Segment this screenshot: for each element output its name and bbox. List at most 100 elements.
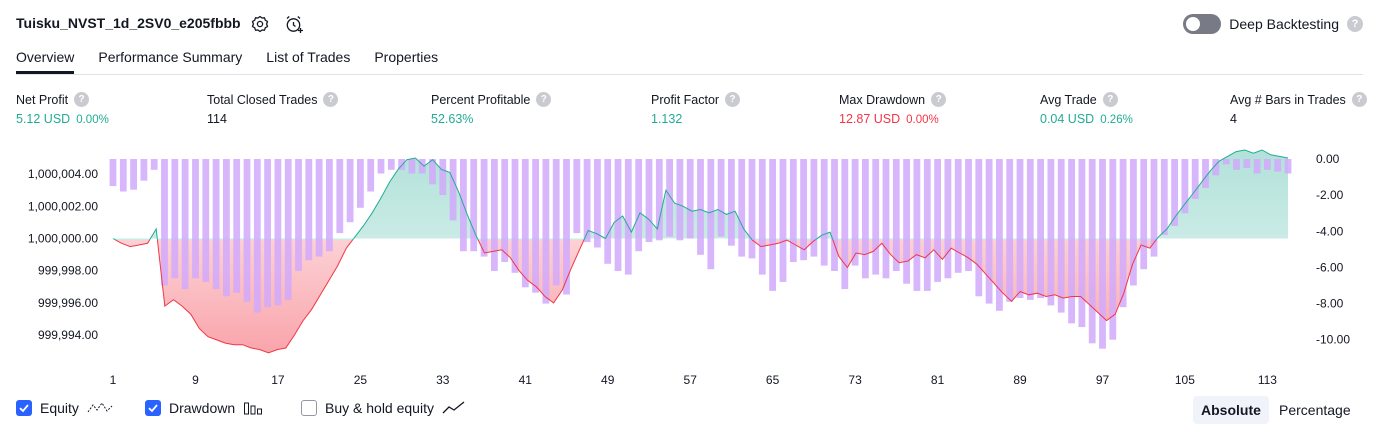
equity-line-loss <box>114 240 1157 354</box>
deep-backtesting-toggle[interactable] <box>1183 14 1222 34</box>
help-icon[interactable]: ? <box>1347 16 1363 32</box>
tab-list-of-trades[interactable]: List of Trades <box>266 49 351 65</box>
alarm-clock-icon[interactable] <box>283 13 305 35</box>
tab-overview[interactable]: Overview <box>16 48 75 74</box>
stat-label: Profit Factor <box>651 92 720 107</box>
drawdown-bar <box>1243 159 1251 168</box>
equity-toggle[interactable]: Equity <box>16 400 113 416</box>
buy-hold-toggle[interactable]: Buy & hold equity <box>301 400 466 416</box>
stat-label: Avg # Bars in Trades <box>1230 92 1346 107</box>
drawdown-bar <box>594 159 601 248</box>
stat-value: 114 <box>207 112 227 126</box>
gear-icon[interactable] <box>249 13 271 35</box>
tab-properties[interactable]: Properties <box>374 49 439 65</box>
drawdown-bar <box>295 159 302 271</box>
x-tick-label: 97 <box>1096 373 1110 387</box>
drawdown-bar <box>1109 159 1117 340</box>
stat-avg-trade: Avg Trade? 0.04 USD 0.26% <box>1040 92 1133 126</box>
drawdown-bar <box>1016 159 1024 299</box>
drawdown-bar <box>892 159 900 271</box>
drawdown-bar <box>862 159 869 279</box>
equity-checkbox[interactable] <box>16 400 32 416</box>
info-icon[interactable]: ? <box>1102 92 1118 107</box>
drawdown-bar <box>1037 159 1044 299</box>
x-tick-label: 89 <box>1013 373 1027 387</box>
drawdown-bar <box>1006 159 1014 302</box>
drawdown-bar <box>882 159 890 279</box>
buy-hold-label: Buy & hold equity <box>325 400 434 416</box>
drawdown-bar <box>1057 159 1065 313</box>
info-icon[interactable]: ? <box>536 92 552 107</box>
drawdown-bar <box>1253 159 1261 174</box>
x-tick-label: 113 <box>1258 373 1277 387</box>
x-tick-label: 25 <box>354 373 368 387</box>
drawdown-bar <box>872 159 880 275</box>
drawdown-bar <box>954 159 962 273</box>
drawdown-bar <box>264 159 271 308</box>
drawdown-toggle[interactable]: Drawdown <box>145 400 263 416</box>
drawdown-bar <box>192 159 199 279</box>
drawdown-bar <box>315 159 323 257</box>
x-tick-label: 1 <box>110 373 117 387</box>
drawdown-bar <box>666 159 673 237</box>
drawdown-bar <box>1284 159 1292 174</box>
stat-profit-factor: Profit Factor? 1.132 <box>651 92 741 126</box>
info-icon[interactable]: ? <box>74 92 90 107</box>
tab-performance-summary[interactable]: Performance Summary <box>98 49 243 65</box>
drawdown-label: Drawdown <box>169 400 236 416</box>
x-tick-label: 33 <box>436 373 450 387</box>
drawdown-bar <box>119 159 127 192</box>
drawdown-bar <box>1047 159 1055 306</box>
drawdown-bar <box>542 159 550 304</box>
strategy-name: Tuisku_NVST_1d_2SV0_e205fbbb <box>16 15 241 31</box>
drawdown-bar <box>604 159 612 264</box>
stat-percent-profitable: Percent Profitable? 52.63% <box>431 92 552 126</box>
info-icon[interactable]: ? <box>1351 92 1367 107</box>
drawdown-bar <box>1171 159 1178 226</box>
drawdown-bar <box>676 159 684 241</box>
drawdown-bar <box>223 159 230 297</box>
drawdown-bar <box>326 159 333 252</box>
drawdown-bar <box>913 159 921 291</box>
drawdown-checkbox[interactable] <box>145 400 161 416</box>
drawdown-bar <box>903 159 910 284</box>
drawdown-bar <box>439 159 447 196</box>
drawdown-bar <box>820 159 828 266</box>
drawdown-bar <box>728 159 735 246</box>
tab-bar: Overview Performance Summary List of Tra… <box>16 48 1363 75</box>
drawdown-bar <box>398 159 405 170</box>
info-icon[interactable]: ? <box>725 92 741 107</box>
y-right-tick-label: -4.00 <box>1316 224 1344 238</box>
x-tick-label: 73 <box>848 373 862 387</box>
drawdown-bar <box>1130 159 1137 286</box>
drawdown-bar <box>923 159 931 291</box>
stat-value: 0.04 USD <box>1040 112 1095 126</box>
drawdown-bar <box>387 159 395 170</box>
drawdown-bar <box>491 159 498 271</box>
percentage-button[interactable]: Percentage <box>1279 402 1351 418</box>
drawdown-bar <box>449 159 457 221</box>
drawdown-bar <box>1212 159 1220 176</box>
drawdown-bar <box>1202 159 1209 188</box>
drawdown-bar <box>1078 159 1086 328</box>
stat-label: Max Drawdown <box>839 92 926 107</box>
y-right-tick-label: -8.00 <box>1316 297 1344 311</box>
drawdown-bar <box>851 159 859 266</box>
equity-chart[interactable]: 1,000,004.00 1,000,002.00 1,000,000.00 999,… <box>0 138 1379 388</box>
absolute-button[interactable]: Absolute <box>1193 396 1269 424</box>
drawdown-bar <box>1150 159 1158 257</box>
info-icon[interactable]: ? <box>323 92 339 107</box>
drawdown-bar <box>511 159 519 273</box>
drawdown-bar <box>274 159 282 306</box>
drawdown-bar <box>408 159 416 174</box>
drawdown-bar <box>1264 159 1271 170</box>
y-left-tick-label: 999,994.00 <box>38 328 98 342</box>
drawdown-bar <box>243 159 251 302</box>
drawdown-bar <box>944 159 952 279</box>
buy-hold-checkbox[interactable] <box>301 400 317 416</box>
drawdown-bar <box>624 159 632 275</box>
drawdown-bar <box>357 159 364 208</box>
deep-backtesting-label: Deep Backtesting <box>1229 16 1339 32</box>
info-icon[interactable]: ? <box>931 92 947 107</box>
drawdown-bar <box>305 159 313 261</box>
